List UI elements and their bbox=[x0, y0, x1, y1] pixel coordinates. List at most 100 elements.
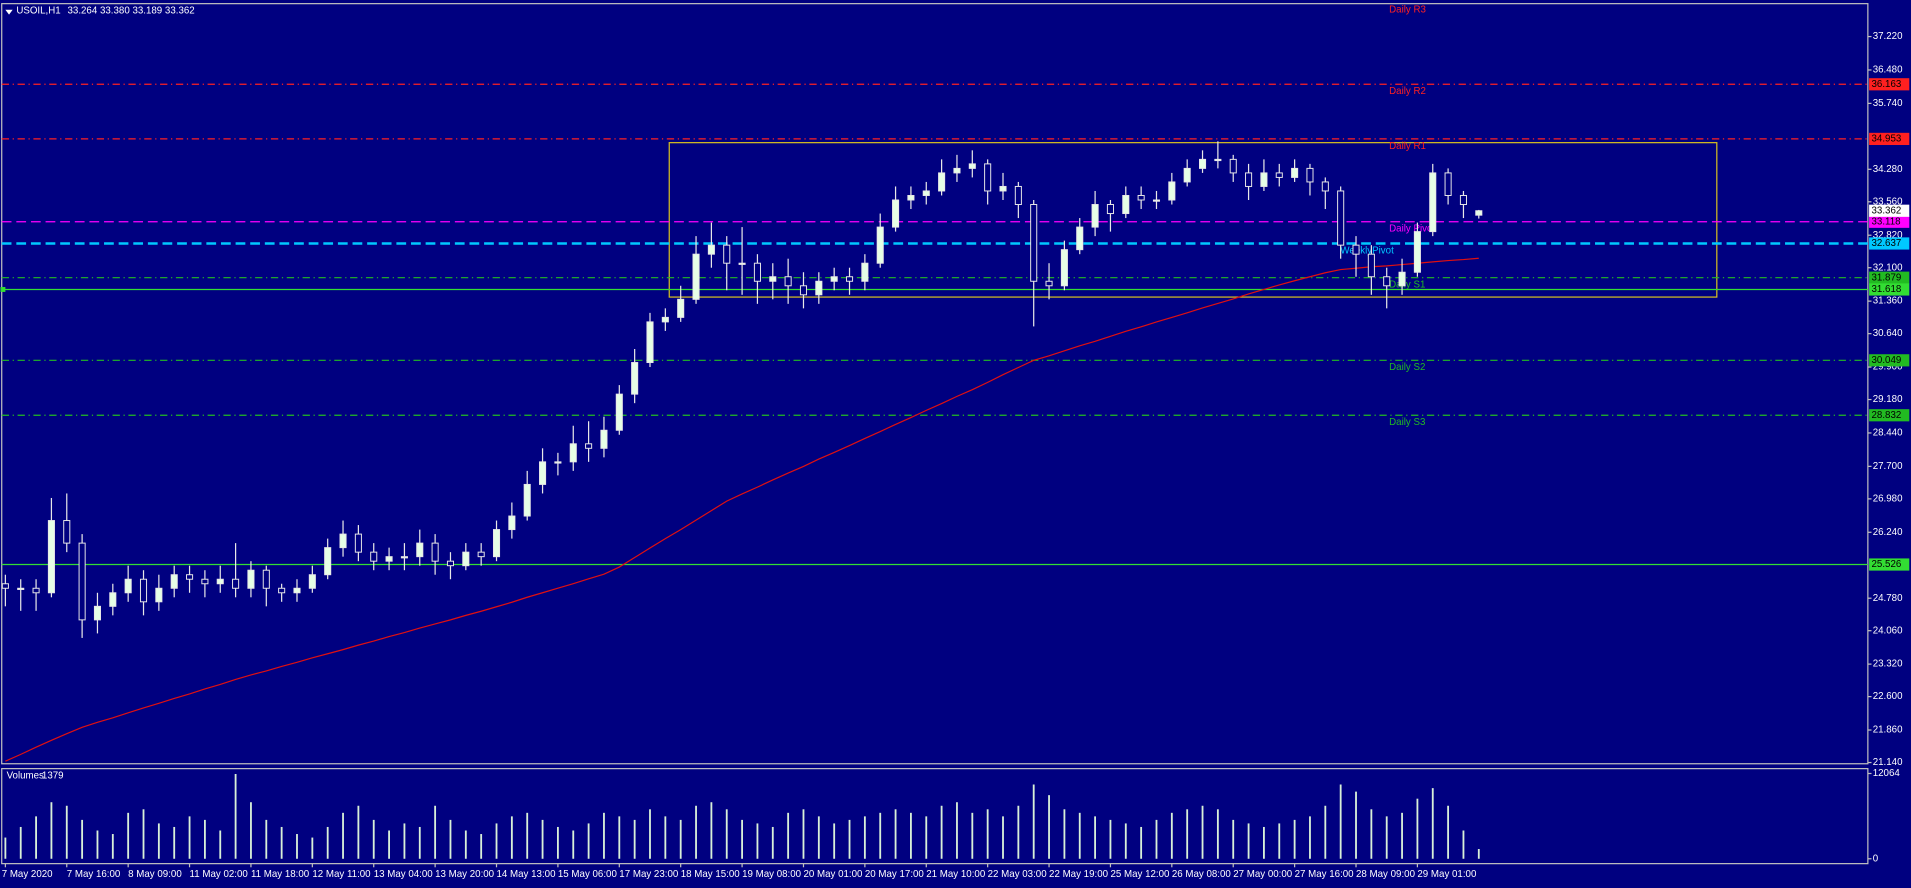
x-tick-label: 20 May 17:00 bbox=[865, 869, 925, 880]
candle-body bbox=[308, 574, 316, 589]
x-tick-label: 27 May 00:00 bbox=[1233, 869, 1293, 880]
y-tick-label: 24.060 bbox=[1873, 625, 1903, 636]
candle-body bbox=[216, 578, 224, 585]
candle-body bbox=[968, 163, 976, 169]
moving-average bbox=[5, 257, 1479, 762]
x-tick-label: 14 May 13:00 bbox=[497, 869, 557, 880]
candle-body bbox=[477, 551, 485, 558]
candle-body bbox=[861, 262, 869, 282]
candle-body bbox=[1014, 185, 1022, 206]
y-tick-label: 21.140 bbox=[1873, 757, 1903, 768]
candle-body bbox=[1398, 271, 1406, 287]
candle-body bbox=[431, 542, 439, 562]
candle-body bbox=[93, 605, 101, 621]
candle-body bbox=[922, 190, 930, 196]
x-tick-label: 21 May 10:00 bbox=[926, 869, 986, 880]
price-box-label: 33.118 bbox=[1872, 216, 1901, 227]
candle-body bbox=[677, 298, 685, 318]
candle-body bbox=[585, 443, 593, 449]
level-label: Daily Pivot bbox=[1389, 224, 1435, 235]
candle-body bbox=[1030, 204, 1038, 282]
candle-body bbox=[1337, 190, 1345, 246]
x-tick-label: 7 May 16:00 bbox=[67, 869, 121, 880]
candle-body bbox=[692, 253, 700, 300]
y-tick-label: 28.440 bbox=[1873, 428, 1903, 439]
candle-body bbox=[738, 262, 746, 265]
menu-arrow[interactable] bbox=[5, 9, 13, 15]
candle-body bbox=[1291, 167, 1299, 178]
y-tick-label: 26.980 bbox=[1873, 493, 1903, 504]
candle-body bbox=[247, 569, 255, 589]
price-box bbox=[1869, 283, 1910, 296]
x-tick-label: 28 May 09:00 bbox=[1356, 869, 1416, 880]
candle-body bbox=[232, 578, 240, 589]
candle-body bbox=[707, 244, 715, 255]
y-tick-label: 34.280 bbox=[1873, 164, 1903, 175]
candle-body bbox=[324, 547, 332, 576]
candle-body bbox=[539, 461, 547, 485]
candle-body bbox=[1152, 199, 1161, 202]
price-box-label: 28.832 bbox=[1872, 410, 1902, 421]
y-tick-label: 29.180 bbox=[1873, 394, 1903, 405]
price-box bbox=[1869, 237, 1910, 250]
y-tick-label: 29.900 bbox=[1873, 362, 1903, 373]
price-box bbox=[1869, 132, 1910, 146]
y-tick-label: 21.860 bbox=[1873, 725, 1903, 736]
price-panel-frame bbox=[1, 3, 1869, 765]
candle-body bbox=[999, 185, 1007, 192]
y-tick-label: 22.600 bbox=[1873, 691, 1903, 702]
candle-body bbox=[17, 587, 25, 590]
price-box-label: 36.163 bbox=[1872, 79, 1902, 90]
candle-body bbox=[508, 515, 516, 531]
candle-body bbox=[155, 587, 163, 603]
price-box-label: 25.526 bbox=[1872, 559, 1902, 570]
y-tick-label: 30.640 bbox=[1873, 328, 1903, 339]
candle-body bbox=[769, 276, 777, 282]
candle-body bbox=[1413, 231, 1421, 273]
candle-body bbox=[1475, 210, 1483, 216]
candle-body bbox=[615, 393, 623, 431]
candle-body bbox=[354, 533, 362, 553]
candle-body bbox=[1183, 167, 1191, 183]
candle-body bbox=[32, 587, 40, 594]
candle-body bbox=[830, 276, 838, 282]
candle-body bbox=[462, 551, 470, 567]
level-label: WeeklyPivot bbox=[1340, 245, 1394, 256]
x-tick-label: 8 May 09:00 bbox=[128, 869, 182, 880]
candle-body bbox=[1091, 204, 1099, 228]
candle-body bbox=[170, 574, 178, 589]
candle-body bbox=[63, 520, 71, 544]
candle-body bbox=[78, 542, 86, 621]
range-box bbox=[668, 142, 1718, 298]
candle-body bbox=[953, 167, 961, 174]
candle-body bbox=[1429, 172, 1437, 233]
y-tick-label: 24.780 bbox=[1873, 593, 1903, 604]
candle-body bbox=[385, 556, 393, 562]
x-tick-label: 29 May 01:00 bbox=[1417, 869, 1477, 880]
x-tick-label: 19 May 08:00 bbox=[742, 869, 802, 880]
candle-body bbox=[1168, 181, 1176, 201]
candle-body bbox=[784, 276, 792, 287]
volume-panel-frame bbox=[1, 768, 1869, 865]
x-tick-label: 11 May 02:00 bbox=[190, 869, 249, 880]
price-box-label: 31.879 bbox=[1872, 272, 1902, 283]
level-label: Daily S3 bbox=[1389, 417, 1425, 428]
candle-body bbox=[815, 280, 823, 296]
candle-body bbox=[339, 533, 347, 549]
x-tick-label: 15 May 06:00 bbox=[558, 869, 618, 880]
candle-body bbox=[600, 429, 608, 449]
candle-body bbox=[1444, 172, 1452, 196]
price-box-label: 34.953 bbox=[1872, 133, 1902, 144]
x-tick-label: 11 May 18:00 bbox=[251, 869, 310, 880]
candle-body bbox=[278, 587, 286, 594]
candle-body bbox=[1260, 172, 1268, 187]
candle-body bbox=[907, 194, 915, 201]
price-box bbox=[1869, 558, 1910, 571]
candle-body bbox=[1214, 158, 1222, 162]
candle-body bbox=[1060, 249, 1068, 287]
candle-body bbox=[1076, 226, 1084, 251]
candle-body bbox=[1367, 253, 1375, 278]
candle-body bbox=[661, 316, 669, 323]
candle-body bbox=[370, 551, 378, 562]
